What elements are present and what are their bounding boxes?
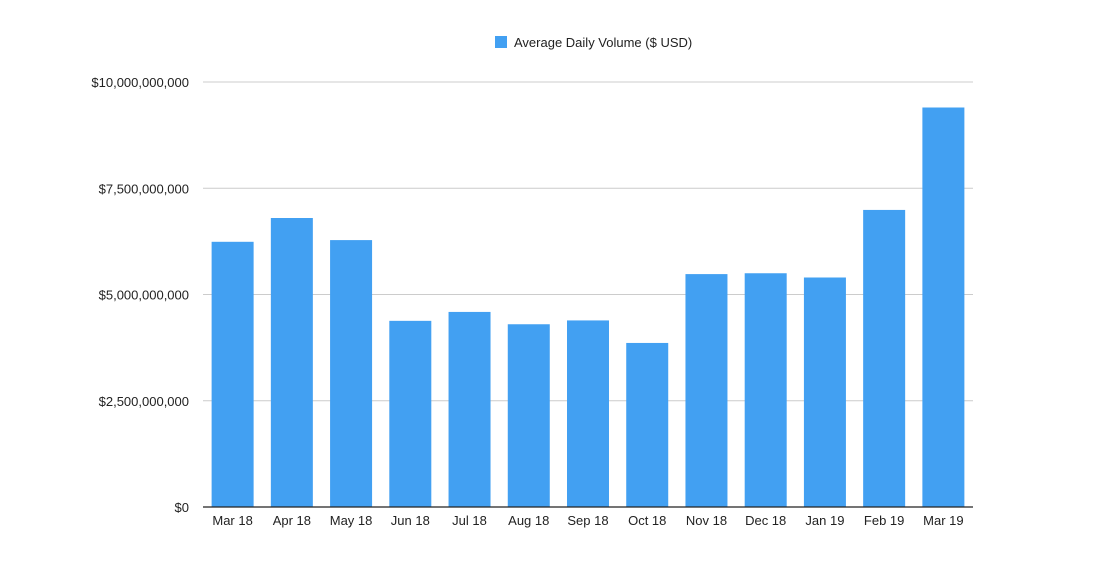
bar xyxy=(448,311,491,507)
x-tick-label: Feb 19 xyxy=(864,513,904,528)
x-tick-label: May 18 xyxy=(330,513,373,528)
bar xyxy=(685,274,728,507)
y-axis-tick-labels: $0 $2,500,000,000 $5,000,000,000 $7,500,000… xyxy=(91,75,189,515)
bar xyxy=(270,218,313,507)
legend-label: Average Daily Volume ($ USD) xyxy=(514,35,692,50)
bar xyxy=(803,277,846,507)
x-tick-label: Aug 18 xyxy=(508,513,549,528)
bar xyxy=(863,209,906,508)
bars xyxy=(211,107,965,508)
legend-swatch xyxy=(495,36,507,48)
bar xyxy=(922,107,965,507)
y-tick-label: $2,500,000,000 xyxy=(99,394,189,409)
y-tick-label: $7,500,000,000 xyxy=(99,181,189,196)
x-tick-label: Jan 19 xyxy=(805,513,844,528)
x-tick-label: Jun 18 xyxy=(391,513,430,528)
bar xyxy=(211,241,254,508)
x-tick-label: Mar 18 xyxy=(212,513,252,528)
bar xyxy=(626,342,669,507)
y-tick-label: $10,000,000,000 xyxy=(91,75,189,90)
x-tick-label: Oct 18 xyxy=(628,513,666,528)
legend: Average Daily Volume ($ USD) xyxy=(495,35,692,50)
y-tick-label: $0 xyxy=(175,500,189,515)
x-tick-label: Sep 18 xyxy=(567,513,608,528)
bar xyxy=(744,273,787,507)
bar xyxy=(389,320,432,507)
bar xyxy=(507,324,550,507)
x-tick-label: Mar 19 xyxy=(923,513,963,528)
x-tick-label: Dec 18 xyxy=(745,513,786,528)
y-tick-label: $5,000,000,000 xyxy=(99,288,189,303)
x-tick-label: Apr 18 xyxy=(273,513,311,528)
bar xyxy=(567,320,609,507)
bar xyxy=(330,240,373,507)
x-tick-label: Nov 18 xyxy=(686,513,727,528)
x-tick-label: Jul 18 xyxy=(452,513,487,528)
x-axis-tick-labels: Mar 18 Apr 18 May 18 Jun 18 Jul 18 Aug 18 Sep … xyxy=(212,513,963,528)
